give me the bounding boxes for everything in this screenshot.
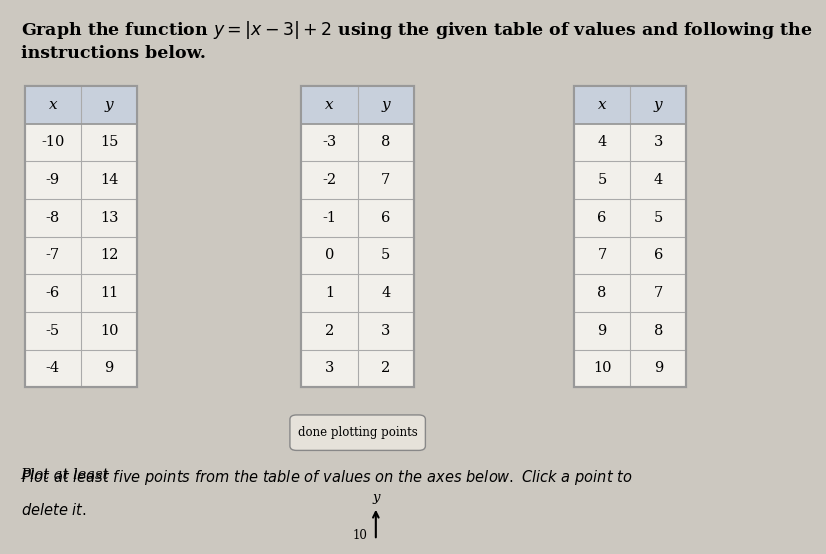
Text: -9: -9 xyxy=(45,173,60,187)
Text: 7: 7 xyxy=(653,286,663,300)
Text: y: y xyxy=(654,98,662,112)
Bar xyxy=(574,86,686,387)
Text: done plotting points: done plotting points xyxy=(298,426,417,439)
Text: 4: 4 xyxy=(381,286,391,300)
Bar xyxy=(301,86,414,387)
Text: y: y xyxy=(372,491,380,504)
Text: 10: 10 xyxy=(100,324,118,338)
Text: 8: 8 xyxy=(597,286,607,300)
Text: 5: 5 xyxy=(381,248,391,263)
Text: 13: 13 xyxy=(100,211,118,225)
Text: 8: 8 xyxy=(381,135,391,150)
Text: 15: 15 xyxy=(100,135,118,150)
Text: -5: -5 xyxy=(45,324,60,338)
Text: x: x xyxy=(598,98,606,112)
Text: 8: 8 xyxy=(653,324,663,338)
Text: 4: 4 xyxy=(653,173,663,187)
Text: Graph the function $y = |x - 3| + 2$ using the given table of values and followi: Graph the function $y = |x - 3| + 2$ usi… xyxy=(21,19,812,42)
Text: 5: 5 xyxy=(653,211,663,225)
Bar xyxy=(301,86,414,124)
Text: 14: 14 xyxy=(100,173,118,187)
Bar xyxy=(25,86,137,387)
Bar xyxy=(301,86,414,387)
Text: 9: 9 xyxy=(653,361,663,376)
Text: 11: 11 xyxy=(100,286,118,300)
Text: y: y xyxy=(382,98,390,112)
Text: 6: 6 xyxy=(653,248,663,263)
Text: 12: 12 xyxy=(100,248,118,263)
Text: 7: 7 xyxy=(597,248,607,263)
Text: -7: -7 xyxy=(45,248,60,263)
Text: Plot at least: Plot at least xyxy=(21,468,114,482)
Bar xyxy=(25,86,137,124)
Text: x: x xyxy=(49,98,57,112)
Bar xyxy=(574,86,686,387)
Text: 1: 1 xyxy=(325,286,335,300)
Text: x: x xyxy=(325,98,334,112)
Text: -6: -6 xyxy=(45,286,60,300)
Text: -3: -3 xyxy=(322,135,337,150)
Text: 10: 10 xyxy=(353,529,368,542)
Text: 9: 9 xyxy=(597,324,607,338)
Text: y: y xyxy=(105,98,113,112)
Text: -2: -2 xyxy=(322,173,337,187)
FancyBboxPatch shape xyxy=(290,415,425,450)
Text: 6: 6 xyxy=(597,211,607,225)
Text: 0: 0 xyxy=(325,248,335,263)
Text: -1: -1 xyxy=(323,211,336,225)
Text: 3: 3 xyxy=(653,135,663,150)
Text: 9: 9 xyxy=(104,361,114,376)
Text: 4: 4 xyxy=(597,135,607,150)
Text: 3: 3 xyxy=(381,324,391,338)
Text: 2: 2 xyxy=(381,361,391,376)
Bar xyxy=(25,86,137,387)
Text: 2: 2 xyxy=(325,324,335,338)
Text: 6: 6 xyxy=(381,211,391,225)
Text: 3: 3 xyxy=(325,361,335,376)
Text: $\it{delete\ it.}$: $\it{delete\ it.}$ xyxy=(21,502,87,519)
Text: instructions below.: instructions below. xyxy=(21,45,206,63)
Text: 10: 10 xyxy=(593,361,611,376)
Text: 5: 5 xyxy=(597,173,607,187)
Text: $\it{Plot\ at\ least\ }$$\bf{\it{five}}$$\it{\ points\ from\ the\ table\ of\ val: $\it{Plot\ at\ least\ }$$\bf{\it{five}}$… xyxy=(21,468,632,487)
Text: -10: -10 xyxy=(41,135,64,150)
Text: 7: 7 xyxy=(381,173,391,187)
Bar xyxy=(574,86,686,124)
Text: -8: -8 xyxy=(45,211,60,225)
Text: -4: -4 xyxy=(45,361,60,376)
